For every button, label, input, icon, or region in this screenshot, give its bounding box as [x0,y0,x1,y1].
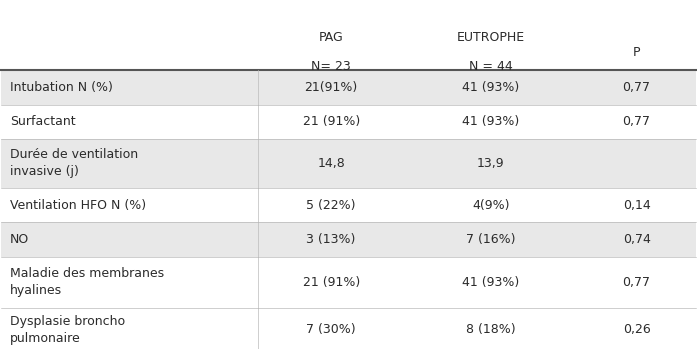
Text: 7 (16%): 7 (16%) [466,233,516,246]
Text: Surfactant: Surfactant [10,115,75,128]
Text: 0,14: 0,14 [622,199,650,212]
Bar [1,257,696,307]
Text: 5 (22%): 5 (22%) [307,199,356,212]
Text: 0,74: 0,74 [622,233,650,246]
Text: Durée de ventilation
invasive (j): Durée de ventilation invasive (j) [10,148,138,178]
Bar [1,1,696,70]
Text: Maladie des membranes
hyalines: Maladie des membranes hyalines [10,267,164,297]
Text: 3 (13%): 3 (13%) [307,233,356,246]
Text: N= 23: N= 23 [312,60,351,73]
Text: 21(91%): 21(91%) [305,81,358,94]
Bar [1,188,696,222]
Text: 14,8: 14,8 [317,157,345,170]
Text: 0,26: 0,26 [622,323,650,336]
Text: 41 (93%): 41 (93%) [462,81,519,94]
Text: EUTROPHE: EUTROPHE [457,31,525,44]
Text: N = 44: N = 44 [469,60,513,73]
Text: 7 (30%): 7 (30%) [307,323,356,336]
Text: 4(9%): 4(9%) [472,199,510,212]
Text: 21 (91%): 21 (91%) [302,115,360,128]
Text: Ventilation HFO N (%): Ventilation HFO N (%) [10,199,146,212]
Text: 0,77: 0,77 [622,81,650,94]
Bar [1,307,696,349]
Text: 21 (91%): 21 (91%) [302,276,360,289]
Text: 41 (93%): 41 (93%) [462,115,519,128]
Bar [1,222,696,257]
Text: Dysplasie broncho
pulmonaire: Dysplasie broncho pulmonaire [10,314,125,344]
Text: NO: NO [10,233,29,246]
Text: Intubation N (%): Intubation N (%) [10,81,113,94]
Text: P: P [633,46,641,59]
Text: 41 (93%): 41 (93%) [462,276,519,289]
Text: 0,77: 0,77 [622,115,650,128]
Text: 0,77: 0,77 [622,276,650,289]
Text: 13,9: 13,9 [477,157,505,170]
Text: PAG: PAG [319,31,344,44]
Bar [1,70,696,104]
Text: 8 (18%): 8 (18%) [466,323,516,336]
Bar [1,139,696,188]
Bar [1,104,696,139]
